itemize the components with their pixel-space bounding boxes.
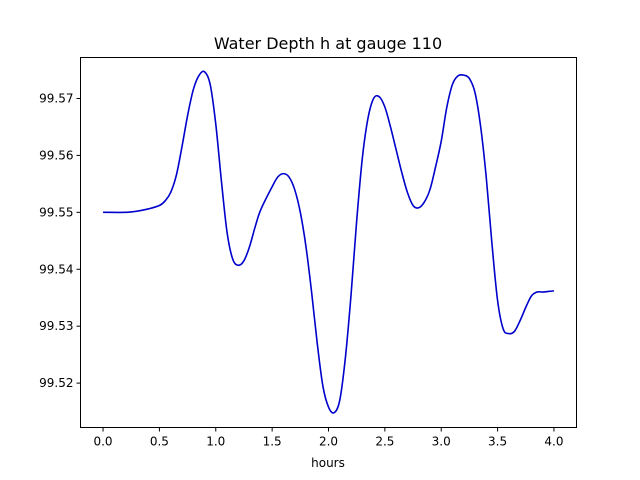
x-tick-label: 3.0 [432,435,451,449]
y-axis: 99.52 99.53 99.54 99.55 99.56 99.57 [39,91,81,390]
x-tick-label: 0.0 [93,435,112,449]
y-tick-label: 99.52 [39,376,73,390]
x-tick-label: 4.0 [544,435,563,449]
x-axis-label: hours [311,456,345,470]
x-tick-label: 3.5 [488,435,507,449]
water-depth-line [103,70,555,414]
x-tick-label: 1.0 [206,435,225,449]
chart-title: Water Depth h at gauge 110 [214,34,442,53]
y-tick-label: 99.53 [39,319,73,333]
plot-area [103,70,555,414]
x-tick-label: 0.5 [150,435,169,449]
y-tick-label: 99.56 [39,148,73,162]
x-axis: 0.0 0.5 1.0 1.5 2.0 2.5 3.0 3.5 4.0 [93,427,564,449]
x-tick-label: 2.5 [375,435,394,449]
y-tick-label: 99.54 [39,262,73,276]
x-tick-label: 1.5 [263,435,282,449]
y-tick-label: 99.55 [39,205,73,219]
x-tick-label: 2.0 [319,435,338,449]
plot-frame [80,57,577,428]
y-tick-label: 99.57 [39,91,73,105]
